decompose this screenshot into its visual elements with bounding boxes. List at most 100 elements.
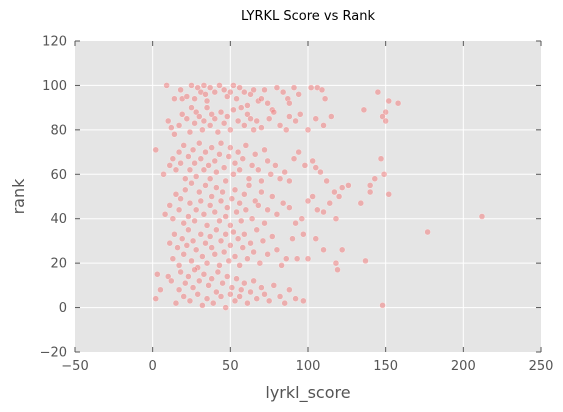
scatter-point — [214, 128, 222, 136]
scatter-point — [269, 193, 276, 200]
scatter-point — [180, 293, 187, 300]
scatter-point — [175, 122, 183, 129]
scatter-point — [272, 162, 279, 169]
scatter-point — [166, 202, 174, 209]
scatter-point — [223, 204, 231, 211]
scatter-point — [248, 215, 256, 222]
scatter-point — [194, 290, 201, 298]
scatter-point — [227, 222, 234, 229]
scatter-point — [211, 157, 219, 165]
scatter-point — [213, 226, 220, 234]
scatter-point — [174, 244, 181, 251]
scatter-point — [185, 153, 192, 160]
scatter-point — [290, 84, 298, 91]
scatter-point — [236, 199, 243, 207]
scatter-point — [191, 95, 198, 103]
y-tick-label: 80 — [50, 123, 67, 138]
scatter-point — [205, 162, 212, 169]
scatter-point — [216, 217, 223, 225]
scatter-point — [227, 126, 234, 134]
scatter-point — [197, 197, 205, 205]
scatter-point — [286, 99, 293, 107]
scatter-point — [265, 115, 273, 122]
scatter-point — [237, 104, 245, 111]
scatter-point — [301, 162, 309, 169]
scatter-point — [258, 124, 265, 131]
scatter-point — [255, 166, 262, 174]
y-tick-label: 40 — [50, 212, 67, 227]
scatter-point — [323, 177, 330, 185]
scatter-point — [202, 239, 209, 247]
scatter-point — [223, 113, 231, 120]
scatter-point — [258, 188, 265, 196]
scatter-point — [171, 95, 178, 103]
scatter-point — [394, 99, 402, 107]
scatter-point — [261, 290, 268, 298]
scatter-point — [300, 297, 307, 305]
scatter-point — [233, 208, 240, 216]
scatter-point — [211, 115, 219, 122]
scatter-point — [183, 115, 191, 122]
scatter-point — [177, 86, 184, 94]
scatter-point — [276, 122, 284, 129]
scatter-point — [222, 213, 229, 220]
scatter-point — [196, 188, 203, 196]
scatter-point — [258, 95, 265, 103]
scatter-point — [168, 124, 175, 131]
scatter-point — [276, 175, 284, 182]
scatter-point — [261, 146, 268, 154]
scatter-point — [290, 155, 298, 162]
scatter-point — [222, 304, 229, 311]
scatter-point — [242, 206, 250, 214]
scatter-point — [206, 122, 214, 129]
scatter-point — [247, 239, 254, 247]
scatter-point — [186, 199, 194, 207]
scatter-point — [276, 293, 284, 300]
scatter-point — [203, 104, 211, 111]
scatter-point — [172, 166, 180, 174]
scatter-point — [241, 231, 248, 238]
scatter-point — [213, 288, 220, 296]
scatter-point — [196, 139, 203, 147]
scatter-point — [234, 235, 242, 242]
scatter-point — [317, 168, 324, 176]
scatter-point — [362, 257, 369, 265]
scatter-point — [379, 113, 386, 120]
scatter-point — [186, 128, 194, 136]
scatter-point — [175, 286, 183, 294]
scatter-point — [244, 299, 251, 307]
scatter-point — [222, 177, 229, 185]
scatter-point — [334, 266, 341, 274]
scatter-point — [298, 215, 306, 222]
scatter-point — [251, 197, 259, 205]
scatter-point — [177, 195, 184, 202]
scatter-point — [230, 171, 237, 178]
scatter-point — [200, 117, 208, 125]
scatter-point — [379, 302, 386, 309]
scatter-point — [188, 179, 195, 187]
scatter-point — [178, 235, 186, 242]
scatter-point — [197, 231, 205, 238]
y-tick-label: −20 — [40, 346, 67, 361]
scatter-point — [331, 188, 338, 196]
y-tick-label: 0 — [59, 301, 67, 316]
scatter-point — [247, 115, 254, 122]
scatter-point — [248, 162, 256, 169]
scatter-point — [169, 155, 177, 162]
scatter-point — [228, 195, 236, 202]
scatter-point — [160, 171, 167, 178]
scatter-point — [180, 251, 187, 258]
scatter-point — [255, 202, 262, 209]
scatter-point — [242, 142, 250, 149]
scatter-point — [225, 153, 233, 160]
scatter-point — [213, 184, 220, 191]
scatter-point — [227, 88, 234, 96]
scatter-point — [203, 97, 211, 105]
scatter-point — [239, 155, 247, 162]
x-axis-label: lyrkl_score — [265, 383, 350, 403]
scatter-point — [202, 91, 209, 98]
scatter-point — [177, 268, 184, 276]
y-tick-label: 20 — [50, 257, 67, 272]
scatter-point — [154, 271, 161, 278]
